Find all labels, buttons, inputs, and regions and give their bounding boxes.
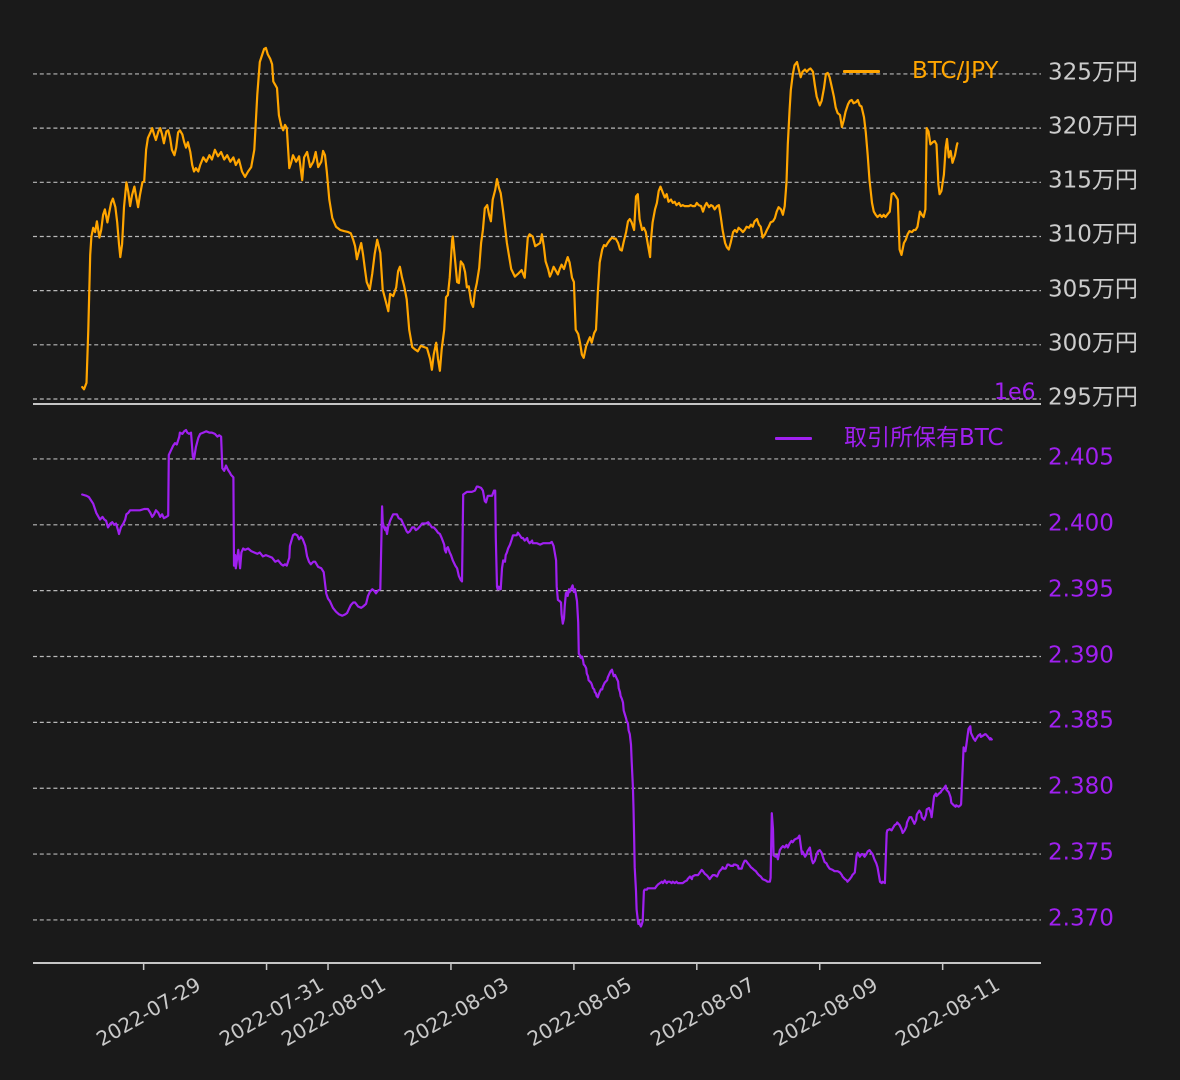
legend-exchange-held-btc: 取引所保有BTC — [775, 424, 1004, 452]
y-tick-label: 315万円 — [1048, 167, 1138, 194]
y-tick-label: 2.395 — [1048, 576, 1114, 603]
y-tick-label: 305万円 — [1048, 276, 1138, 303]
y-tick-label: 2.400 — [1048, 510, 1114, 537]
y-tick-label: 2.390 — [1048, 642, 1114, 669]
y-tick-label: 2.385 — [1048, 707, 1114, 734]
y-tick-label: 320万円 — [1048, 113, 1138, 140]
holdings-legend-line-sample — [775, 436, 812, 440]
exchange-held-btc-line — [81, 428, 993, 928]
btc-jpy-price-line — [81, 46, 959, 391]
y-tick-label: 325万円 — [1048, 59, 1138, 86]
legend-btc-jpy: BTC/JPY — [843, 57, 999, 85]
y-tick-label: 300万円 — [1048, 330, 1138, 357]
y-tick-label: 310万円 — [1048, 222, 1138, 249]
y-tick-label: 295万円 — [1048, 384, 1138, 411]
y-tick-label: 2.405 — [1048, 444, 1114, 471]
y-tick-label: 2.380 — [1048, 773, 1114, 800]
btc-jpy-legend-label: BTC/JPY — [912, 57, 999, 84]
y-tick-label: 2.370 — [1048, 905, 1114, 932]
y-axis-offset-multiplier: 1e6 — [994, 380, 1036, 405]
holdings-legend-label: 取引所保有BTC — [844, 424, 1004, 451]
y-tick-label: 2.375 — [1048, 839, 1114, 866]
btc-jpy-legend-line-sample — [843, 69, 880, 73]
